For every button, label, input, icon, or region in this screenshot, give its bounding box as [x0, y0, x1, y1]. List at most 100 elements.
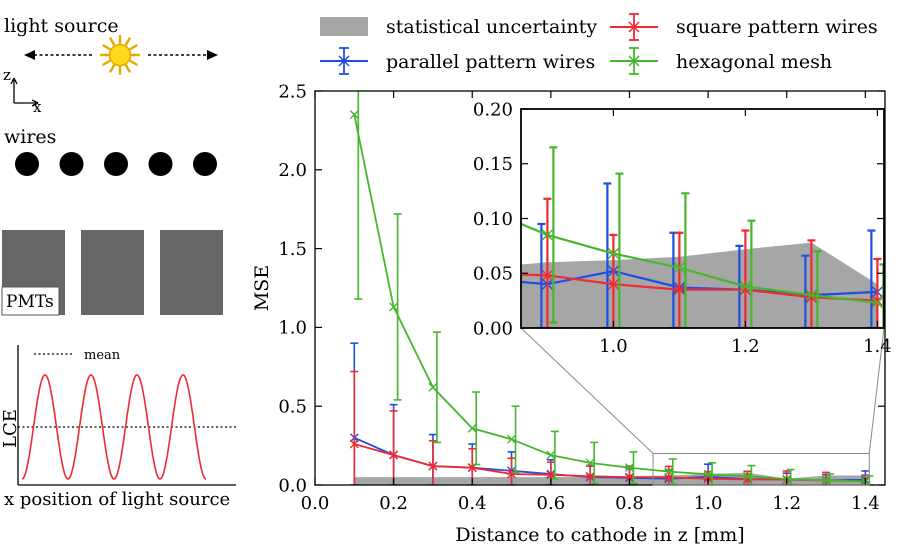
data-point [805, 291, 817, 303]
wire-dot [15, 152, 39, 176]
sun-ray [129, 44, 138, 51]
x-tick-label: 1.2 [772, 493, 801, 514]
sun-icon [99, 34, 141, 76]
data-point [805, 289, 817, 301]
zoom-connector-right [868, 327, 885, 454]
data-point [585, 471, 595, 481]
pmts-label: PMTs [6, 292, 54, 312]
y-tick-label: 0.0 [278, 475, 307, 496]
inset-uncertainty-band [521, 242, 878, 328]
zoom-connector-left [520, 327, 654, 454]
y-tick-label: 2.0 [278, 160, 307, 181]
data-point [507, 434, 517, 444]
data-point [871, 297, 883, 309]
data-point [389, 450, 399, 460]
sun-ray [124, 37, 131, 46]
data-point [821, 475, 831, 485]
legend-blue-swatch [320, 47, 368, 75]
data-point [607, 278, 619, 290]
series-line [521, 222, 878, 304]
data-point [624, 472, 634, 482]
data-point [349, 110, 359, 120]
y-tick-label: 0.20 [473, 99, 513, 120]
pmt-block [81, 230, 144, 315]
data-point [673, 284, 685, 296]
data-point [664, 467, 674, 477]
pmt-block [160, 230, 223, 315]
wire-dot [148, 152, 173, 176]
sun-ray [102, 59, 111, 66]
data-point [349, 439, 359, 449]
inset-series [521, 146, 884, 328]
series-line [354, 443, 866, 482]
data-point [607, 248, 619, 260]
y-tick-label: 0.15 [473, 154, 513, 175]
data-point [338, 55, 350, 67]
zoom-box [652, 452, 870, 486]
inset-ticks: 1.0 1.2 1.4 0.00 0.05 0.10 0.15 0.20 [473, 99, 892, 357]
wire-dot [193, 152, 217, 176]
data-point [507, 469, 517, 479]
data-point [585, 458, 595, 468]
legend-green-swatch [610, 47, 658, 75]
data-point [541, 229, 553, 241]
y-tick-label: 0.10 [473, 209, 513, 230]
legend: statistical uncertainty parallel pattern… [320, 13, 878, 75]
x-tick-label: 0.8 [615, 493, 644, 514]
x-tick-label: 1.0 [694, 493, 723, 514]
sun-ray [109, 64, 116, 73]
y-tick-label: 2.5 [278, 81, 307, 102]
x-tick-label: 0.6 [537, 493, 566, 514]
x-tick-label: 0.0 [301, 493, 330, 514]
data-point [703, 469, 713, 479]
data-point [428, 461, 438, 471]
x-tick-label: 1.2 [731, 336, 760, 357]
sun-ray [109, 37, 116, 46]
legend-band-swatch [320, 17, 368, 36]
data-point [546, 450, 556, 460]
legend-red-label: square pattern wires [676, 16, 878, 38]
x-tick-label: 1.0 [599, 336, 628, 357]
main-ticks: 0.0 0.2 0.4 0.6 0.8 1.0 1.2 1.4 0.0 0.5 1.0 1.5 2.0 2… [278, 81, 885, 514]
data-point [624, 463, 634, 473]
series-line [521, 273, 878, 302]
left-arrow [24, 50, 92, 60]
data-point [742, 471, 752, 481]
lce-plot: mean LCE x position of light source [0, 345, 236, 510]
main-xlabel: Distance to cathode in z [mm] [455, 524, 744, 546]
legend-blue-label: parallel pattern wires [386, 51, 595, 73]
main-ylabel: MSE [251, 265, 273, 311]
data-point [673, 262, 685, 274]
data-point [428, 382, 438, 392]
y-tick-label: 1.0 [278, 318, 307, 339]
axis-x-label: x [33, 98, 42, 116]
axes-icon [10, 77, 39, 107]
main-frame [314, 90, 886, 486]
data-point [628, 55, 640, 67]
data-point [389, 302, 399, 312]
y-tick-label: 1.5 [278, 239, 307, 260]
data-point [871, 295, 883, 307]
sun-ray [102, 44, 111, 51]
legend-band-label: statistical uncertainty [386, 16, 597, 38]
series-line [353, 114, 866, 483]
main-series [349, 91, 874, 485]
wire-dot [104, 152, 128, 176]
sun-disc [108, 43, 132, 67]
x-tick-label: 1.4 [851, 493, 880, 514]
y-tick-label: 0.5 [278, 397, 307, 418]
schematic: light source z x wires PMTs me [0, 15, 236, 510]
lce-ylabel: LCE [0, 409, 21, 448]
mean-label: mean [84, 348, 121, 363]
pmts-label-box [1, 286, 60, 316]
sun-ray [124, 64, 131, 73]
lce-xlabel: x position of light source [4, 489, 230, 510]
data-point [546, 470, 556, 480]
wire-dot [59, 152, 84, 176]
right-arrow [148, 50, 218, 60]
legend-green-label: hexagonal mesh [676, 51, 832, 73]
y-tick-label: 0.00 [473, 318, 513, 339]
data-point [739, 280, 751, 292]
data-point [628, 21, 640, 33]
